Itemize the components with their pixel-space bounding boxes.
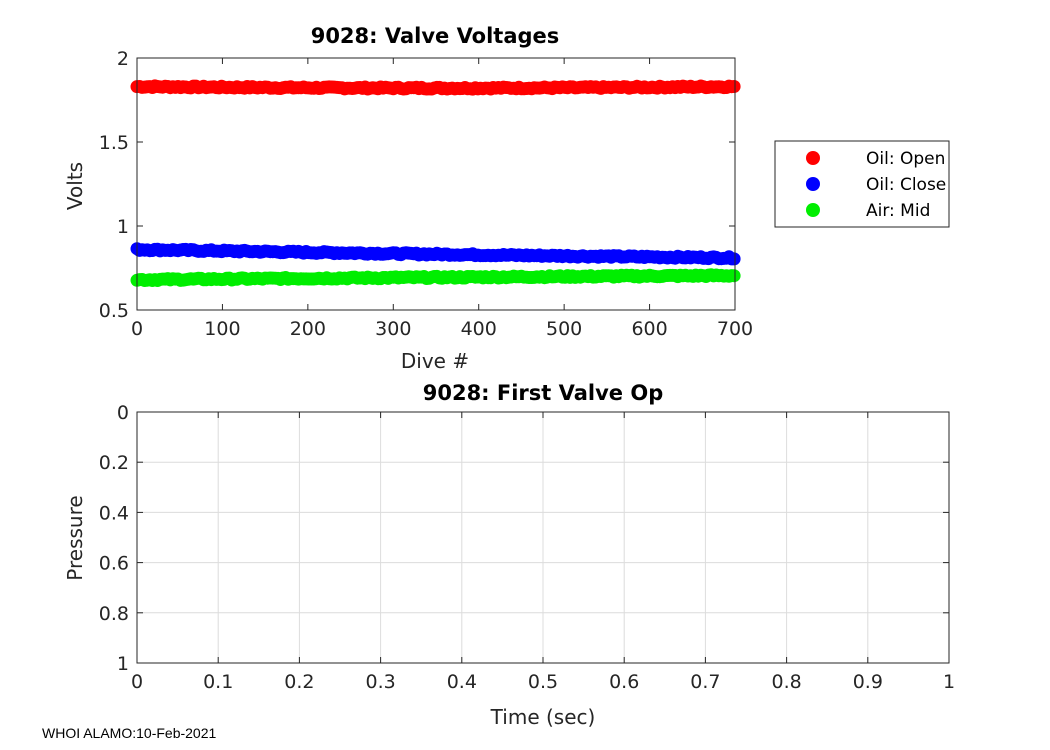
x-axis-label: Dive # xyxy=(401,349,469,373)
series-oil-close xyxy=(130,242,741,266)
y-tick-label: 1 xyxy=(117,216,129,238)
x-tick-label: 0 xyxy=(131,671,143,693)
y-tick-label: 2 xyxy=(117,48,129,70)
x-tick-label: 1 xyxy=(943,671,955,693)
chart-title: 9028: Valve Voltages xyxy=(311,24,560,48)
x-tick-label: 0.7 xyxy=(690,671,720,693)
x-tick-label: 500 xyxy=(546,318,582,340)
x-tick-label: 200 xyxy=(290,318,326,340)
valve-voltages-chart: 9028: Valve Voltages 0 100 200 300 400 500 600… xyxy=(63,24,950,373)
plot-area-frame xyxy=(136,57,736,311)
x-tick-label: 0.1 xyxy=(203,671,233,693)
legend-box xyxy=(774,140,950,228)
axis-ticks: 0 100 200 300 400 500 600 700 0.5 1 1.5 2 xyxy=(99,48,753,340)
x-tick-label: 0 xyxy=(131,318,143,340)
x-tick-label: 0.8 xyxy=(771,671,801,693)
y-tick-label: 0.8 xyxy=(99,603,129,625)
x-tick-label: 0.4 xyxy=(447,671,477,693)
y-tick-label: 0.5 xyxy=(99,300,129,322)
y-tick-label: 1.5 xyxy=(99,132,129,154)
data-point xyxy=(727,252,741,266)
x-axis-label: Time (sec) xyxy=(490,705,596,729)
grid-lines xyxy=(136,411,950,664)
chart-title: 9028: First Valve Op xyxy=(423,381,664,405)
legend-label: Oil: Close xyxy=(866,175,946,195)
axis-ticks: 0 0.1 0.2 0.3 0.4 0.5 0.6 0.7 0.8 0.9 100.20.40.60… xyxy=(99,402,955,693)
legend-label: Air: Mid xyxy=(866,201,930,221)
legend-marker xyxy=(806,177,820,191)
x-tick-label: 600 xyxy=(631,318,667,340)
x-tick-label: 300 xyxy=(375,318,411,340)
first-valve-op-chart: 9028: First Valve Op 0 0.1 0.2 0.3 0.4 0.5 0.6… xyxy=(63,381,955,729)
legend: Oil: Open Oil: Close Air: Mid xyxy=(774,140,950,228)
data-point xyxy=(727,80,741,93)
y-tick-label: 0 xyxy=(117,402,129,424)
y-tick-label: 0.2 xyxy=(99,452,129,474)
legend-label: Oil: Open xyxy=(866,149,945,169)
y-tick-label: 0.6 xyxy=(99,553,129,575)
legend-marker xyxy=(806,151,820,165)
x-tick-label: 0.2 xyxy=(284,671,314,693)
x-tick-label: 0.6 xyxy=(609,671,639,693)
x-tick-label: 700 xyxy=(717,318,753,340)
x-tick-label: 0.5 xyxy=(528,671,558,693)
y-axis-label: Volts xyxy=(63,162,87,210)
x-tick-label: 0.3 xyxy=(365,671,395,693)
series-points xyxy=(130,79,741,287)
y-axis-label: Pressure xyxy=(63,495,87,580)
series-air-mid xyxy=(130,268,741,287)
y-tick-label: 1 xyxy=(117,653,129,675)
legend-marker xyxy=(806,203,820,217)
x-tick-label: 400 xyxy=(461,318,497,340)
x-tick-label: 100 xyxy=(204,318,240,340)
series-oil-open xyxy=(130,79,741,96)
y-tick-label: 0.4 xyxy=(99,502,129,524)
data-point xyxy=(727,269,741,283)
footer-credit: WHOI ALAMO:10-Feb-2021 xyxy=(42,725,217,741)
x-tick-label: 0.9 xyxy=(853,671,883,693)
